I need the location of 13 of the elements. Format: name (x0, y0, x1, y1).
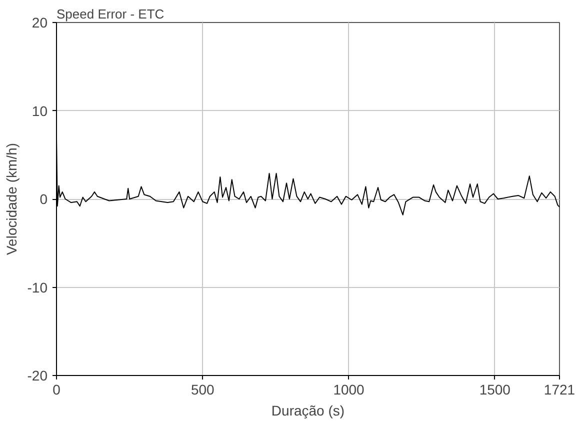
chart-title: Speed Error - ETC (56, 6, 164, 22)
y-tick-label: 0 (40, 191, 48, 207)
y-axis-title: Velocidade (km/h) (3, 142, 20, 256)
x-axis-title: Duração (s) (271, 402, 345, 418)
x-tick-label: 1000 (333, 382, 365, 398)
y-tick-label: 20 (32, 14, 48, 30)
x-tick-label: 1721 (544, 382, 576, 398)
x-tick-label: 0 (52, 382, 61, 398)
y-tick-label: -10 (27, 279, 48, 296)
y-tick-label: 10 (32, 102, 48, 119)
x-tick-label: 500 (190, 382, 215, 398)
y-tick-label: -20 (27, 368, 48, 384)
x-tick-label: 1500 (479, 382, 511, 398)
